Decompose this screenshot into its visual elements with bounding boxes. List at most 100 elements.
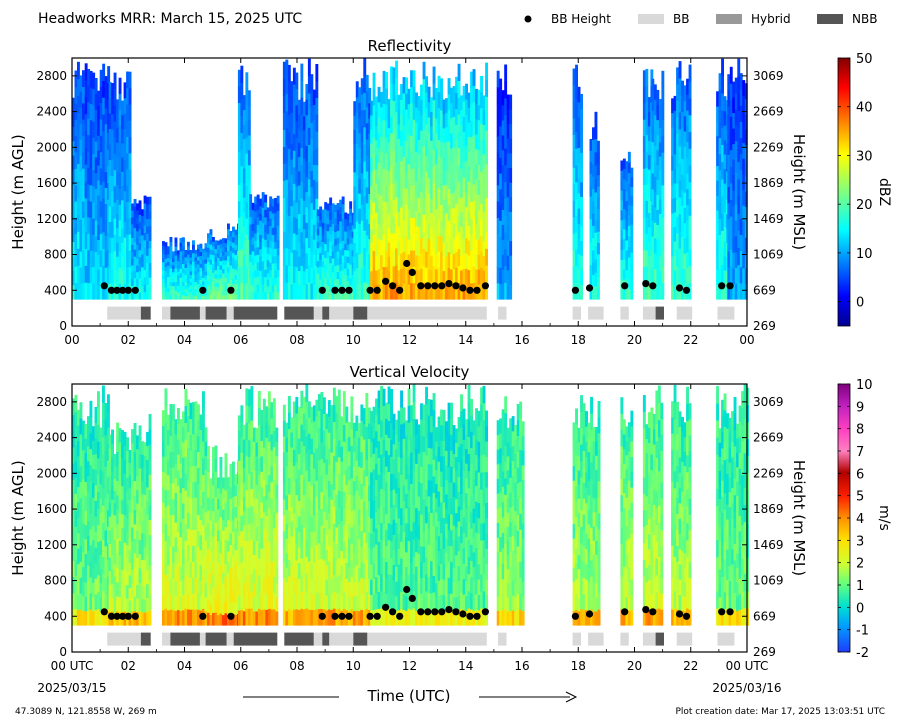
echo-cell [658,227,662,243]
echo-cell [363,178,367,197]
echo-cell [316,235,320,242]
echo-cell [172,275,175,280]
echo-cell [131,292,134,300]
echo-cell [287,461,291,479]
echo-cell [177,563,180,579]
echo-cell [372,500,376,517]
echo-cell [265,531,269,548]
echo-cell [327,560,331,578]
echo-cell [77,265,80,283]
echo-cell [327,432,331,449]
echo-cell [721,247,724,266]
echo-cell [325,579,329,596]
echo-cell [339,221,343,229]
echo-cell [380,420,383,438]
echo-cell [162,533,165,549]
echo-cell [392,249,396,267]
echo-cell [647,212,651,228]
echo-cell [405,77,408,94]
echo-cell [290,506,294,522]
echo-cell [264,269,268,278]
echo-cell [360,514,364,531]
echo-cell [282,78,286,96]
echo-cell [271,292,275,300]
echo-cell [219,273,223,279]
echo-cell [126,598,129,613]
echo-cell [302,158,306,173]
echo-cell [307,75,311,94]
echo-cell [425,92,428,109]
echo-cell [721,213,724,231]
echo-cell [172,562,175,579]
echo-cell [245,574,249,592]
echo-cell [327,448,331,465]
echo-cell [360,451,364,468]
echo-cell [102,436,105,455]
echo-cell [194,609,198,626]
echo-cell [375,255,378,271]
echo-cell [390,439,393,457]
echo-cell [99,151,103,169]
echo-cell [330,546,334,563]
echo-cell [199,489,203,506]
echo-cell [430,169,433,185]
echo-cell [365,525,369,543]
echo-cell [377,208,381,224]
echo-cell [506,109,510,125]
echo-cell [111,471,114,486]
echo-cell [744,206,748,223]
echo-cell [209,509,213,521]
echo-cell [229,235,233,242]
echo-cell [94,204,98,221]
echo-cell [84,438,88,454]
echo-cell [240,99,244,117]
echo-cell [332,472,336,490]
echo-cell [367,469,371,486]
echo-cell [254,225,258,234]
echo-cell [365,409,369,427]
echo-cell [177,594,180,611]
echo-cell [108,237,112,254]
echo-cell [337,490,341,508]
echo-cell [470,185,473,203]
echo-cell [214,286,218,292]
echo-cell [329,197,333,206]
echo-cell [189,278,193,282]
echo-cell [346,244,350,251]
echo-cell [167,490,170,506]
echo-cell [630,186,634,197]
echo-cell [310,469,314,486]
echo-cell [310,138,314,155]
echo-cell [597,174,600,187]
echo-cell [405,235,408,252]
echo-cell [290,236,294,253]
echo-cell [224,255,228,261]
echo-cell [264,291,268,300]
echo-cell [450,102,453,119]
echo-cell [300,491,304,509]
echo-cell [377,574,381,593]
echo-cell [97,254,101,270]
echo-cell [415,284,418,300]
echo-cell [499,94,503,111]
echo-cell [630,205,634,216]
echo-cell [89,70,93,88]
echo-cell [232,252,235,259]
echo-cell [148,489,152,505]
echo-cell [319,252,323,260]
echo-cell [360,562,364,579]
echo-cell [245,169,249,187]
echo-cell [440,251,443,269]
echo-cell [264,224,268,233]
echo-cell [292,84,296,102]
y-tick-right-label: 669 [753,283,776,297]
echo-cell [432,116,436,134]
echo-cell [141,241,144,249]
echo-cell [94,93,98,110]
echo-cell [475,133,478,150]
echo-cell [450,133,453,149]
echo-cell [651,94,655,111]
echo-cell [326,278,330,286]
echo-cell [104,514,108,531]
echo-cell [302,527,306,544]
